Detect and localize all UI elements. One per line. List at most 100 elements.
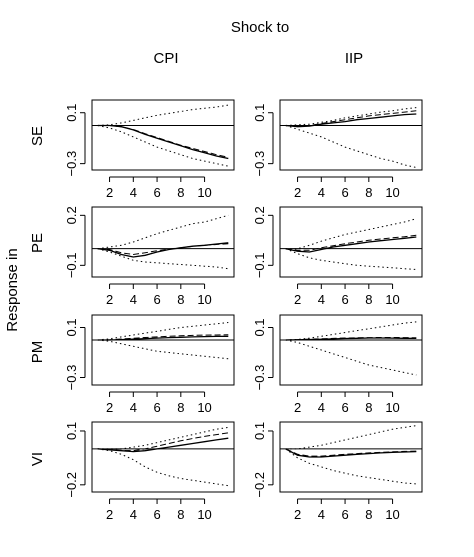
panel-vi-iip: 2 4 6 8 10 0.1 −0.2 <box>252 421 423 522</box>
x-tick-label: 6 <box>153 292 160 307</box>
y-tick-label: −0.2 <box>64 472 79 498</box>
y-tick-label: −0.2 <box>252 472 267 498</box>
x-tick-label: 8 <box>177 507 184 522</box>
series-dotted-line <box>285 248 417 270</box>
x-tick-label: 10 <box>197 292 211 307</box>
panel-pm-cpi: 2 4 6 8 10 0.1 −0.3 <box>64 314 235 415</box>
x-tick-label: 4 <box>318 185 325 200</box>
x-tick-label: 6 <box>153 400 160 415</box>
panel-frame <box>279 421 423 493</box>
x-tick-label: 4 <box>130 507 137 522</box>
row-label-vi: VI <box>29 452 46 466</box>
series-dashed-line <box>97 125 229 158</box>
x-tick-label: 10 <box>197 400 211 415</box>
series-dotted-line <box>285 339 417 376</box>
panel-frame <box>91 421 235 493</box>
y-axis-label: Response in <box>4 248 21 331</box>
x-tick-label: 2 <box>294 292 301 307</box>
series-dotted-line <box>97 448 229 487</box>
y-tick-label: −0.3 <box>252 365 267 391</box>
x-tick-label: 8 <box>177 185 184 200</box>
y-tick-label: −0.3 <box>64 365 79 391</box>
x-tick-label: 4 <box>130 185 137 200</box>
series-dotted-line <box>285 107 417 126</box>
x-tick-label: 4 <box>318 507 325 522</box>
y-tick-label: 0.1 <box>252 104 267 122</box>
series-dashed-line <box>285 234 417 251</box>
series-solid-line <box>97 124 229 160</box>
panel-pm-iip: 2 4 6 8 10 0.1 −0.3 <box>252 314 423 415</box>
y-tick-label: 0.1 <box>64 422 79 440</box>
series-dotted-line <box>97 426 229 450</box>
series-dotted-line <box>285 125 417 168</box>
x-tick-label: 6 <box>153 185 160 200</box>
panel-grid: 2 4 6 8 10 0.1 −0.3 2 4 6 8 10 0.1 −0.3 2 4 6 8 10 0.2 −0.1 2… <box>64 99 423 522</box>
series-dotted-line <box>97 125 229 167</box>
x-tick-label: 8 <box>365 507 372 522</box>
column-label-cpi: CPI <box>153 50 178 67</box>
series-dashed-line <box>97 334 229 341</box>
panel-frame <box>279 99 423 171</box>
x-tick-label: 6 <box>153 507 160 522</box>
panel-pe-cpi: 2 4 6 8 10 0.2 −0.1 <box>64 206 235 307</box>
y-tick-label: 0.1 <box>252 422 267 440</box>
panel-se-cpi: 2 4 6 8 10 0.1 −0.3 <box>64 99 235 200</box>
x-tick-label: 10 <box>197 507 211 522</box>
x-tick-label: 2 <box>106 292 113 307</box>
y-tick-label: −0.1 <box>252 252 267 278</box>
series-dashed-line <box>97 432 229 452</box>
series-solid-line <box>285 448 417 458</box>
x-tick-label: 4 <box>318 400 325 415</box>
series-dotted-line <box>285 425 417 450</box>
series-solid-line <box>285 236 417 253</box>
x-tick-label: 8 <box>365 292 372 307</box>
x-tick-label: 6 <box>341 400 348 415</box>
y-tick-label: 0.1 <box>252 318 267 336</box>
series-dotted-line <box>97 214 229 250</box>
y-tick-label: 0.2 <box>64 206 79 224</box>
x-tick-label: 10 <box>385 292 399 307</box>
main-label: Shock to <box>231 19 289 36</box>
x-tick-label: 10 <box>385 185 399 200</box>
y-tick-label: 0.1 <box>64 318 79 336</box>
y-tick-label: 0.2 <box>252 206 267 224</box>
x-tick-label: 8 <box>365 185 372 200</box>
x-tick-label: 10 <box>197 185 211 200</box>
x-tick-label: 4 <box>130 400 137 415</box>
series-dotted-line <box>285 218 417 250</box>
row-label-pm: PM <box>29 341 46 364</box>
row-label-pe: PE <box>29 233 46 253</box>
x-tick-label: 2 <box>294 185 301 200</box>
x-tick-label: 10 <box>385 507 399 522</box>
series-dotted-line <box>97 104 229 126</box>
x-tick-label: 2 <box>106 400 113 415</box>
y-tick-label: −0.3 <box>252 151 267 177</box>
x-tick-label: 6 <box>341 507 348 522</box>
y-tick-label: −0.1 <box>64 252 79 278</box>
row-label-se: SE <box>29 126 46 146</box>
series-dashed-line <box>97 243 229 256</box>
column-label-iip: IIP <box>345 50 363 67</box>
x-tick-label: 6 <box>341 292 348 307</box>
panel-pe-iip: 2 4 6 8 10 0.2 −0.1 <box>252 206 423 307</box>
x-tick-label: 8 <box>177 400 184 415</box>
x-tick-label: 2 <box>106 507 113 522</box>
x-tick-label: 10 <box>385 400 399 415</box>
series-dashed-line <box>285 448 417 457</box>
series-solid-line <box>285 113 417 128</box>
series-dotted-line <box>97 248 229 270</box>
x-tick-label: 2 <box>106 185 113 200</box>
x-tick-label: 2 <box>294 400 301 415</box>
series-dashed-line <box>285 337 417 341</box>
y-tick-label: −0.3 <box>64 151 79 177</box>
series-solid-line <box>97 335 229 341</box>
panel-frame <box>279 314 423 386</box>
panel-frame <box>91 99 235 171</box>
panel-frame <box>279 206 423 278</box>
panel-frame <box>91 206 235 278</box>
x-tick-label: 2 <box>294 507 301 522</box>
panel-vi-cpi: 2 4 6 8 10 0.1 −0.2 <box>64 421 235 522</box>
x-tick-label: 6 <box>341 185 348 200</box>
x-tick-label: 8 <box>365 400 372 415</box>
